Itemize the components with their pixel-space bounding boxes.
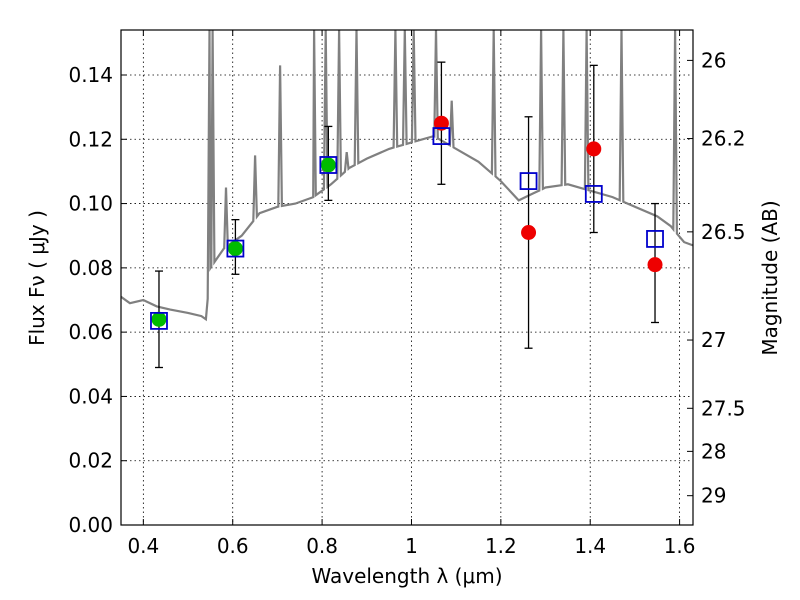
observed-point (433, 115, 449, 131)
model-point (519, 172, 538, 190)
x-tick-label: 0.4 (127, 534, 159, 558)
x-tick-label: 1.4 (574, 534, 606, 558)
y-tick-label: 0.00 (68, 513, 113, 537)
model-point (150, 311, 168, 330)
observed-point (151, 311, 167, 327)
right-tick-label: 26.5 (701, 220, 746, 244)
y-tick-label: 0.10 (68, 192, 113, 216)
right-tick-label: 26 (701, 48, 726, 72)
x-tick-label: 1.6 (664, 534, 696, 558)
x-tick-label: 0.8 (306, 534, 338, 558)
plot-frame (120, 29, 694, 526)
y-tick-label: 0.12 (68, 127, 113, 151)
observed-point (227, 241, 243, 257)
observed-point (647, 257, 663, 273)
right-axis-title: Magnitude (AB) (758, 200, 782, 355)
right-tick-label: 27.5 (701, 396, 746, 420)
y-tick-label: 0.08 (68, 256, 113, 280)
right-tick-label: 29 (701, 484, 726, 508)
right-tick-label: 26.2 (701, 127, 746, 151)
model-point (319, 156, 338, 174)
y-axis-title: Flux Fν ( μJy ) (25, 210, 49, 346)
observed-point (320, 157, 336, 173)
x-tick-label: 1 (405, 534, 418, 558)
model-point (432, 127, 451, 145)
y-tick-label: 0.02 (68, 449, 113, 473)
x-tick-label: 1.2 (485, 534, 517, 558)
x-axis-title: Wavelength λ (μm) (311, 564, 502, 588)
x-tick-label: 0.6 (217, 534, 249, 558)
observed-point (586, 141, 602, 157)
y-tick-label: 0.04 (68, 384, 113, 408)
y-tick-label: 0.06 (68, 320, 113, 344)
axis-ticks: 0.4 0.6 0.8 1 1.2 1.4 1.6 0.00 0.02 0.04 0.06 0.08 0… (68, 30, 746, 558)
model-point (226, 239, 245, 258)
y-tick-label: 0.14 (68, 63, 113, 87)
data-points (150, 61, 664, 369)
model-point (646, 230, 664, 248)
right-tick-label: 27 (701, 328, 726, 352)
spectrum-line (121, 30, 693, 322)
model-point (584, 185, 603, 203)
right-tick-label: 28 (701, 439, 726, 463)
observed-point (521, 225, 537, 240)
plot-area (121, 30, 693, 322)
